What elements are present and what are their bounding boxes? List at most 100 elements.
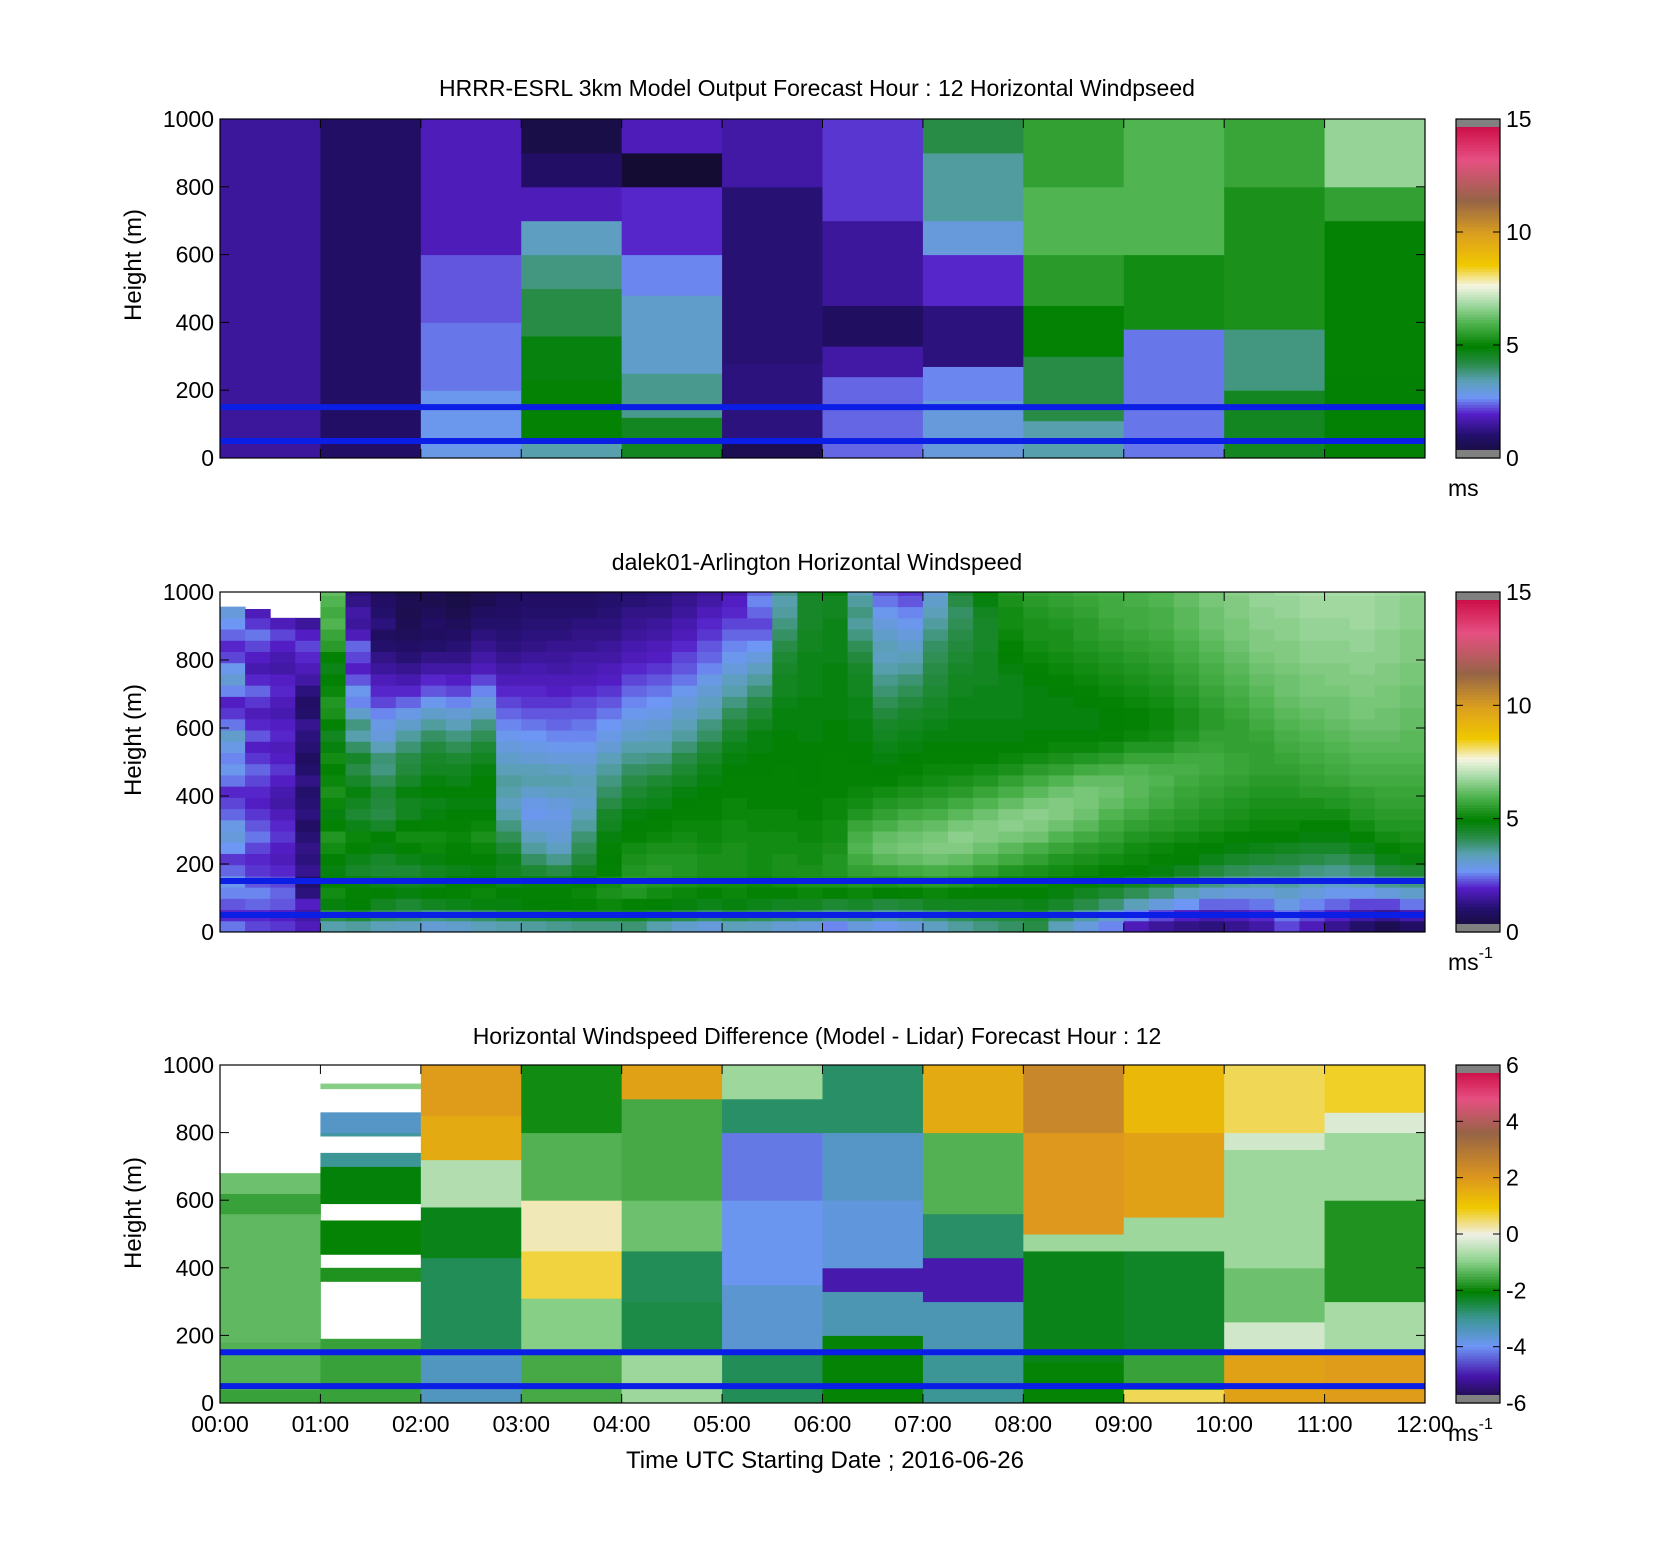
heatmap-cell xyxy=(696,898,723,911)
heatmap-cell xyxy=(445,707,472,720)
heatmap-cell xyxy=(1098,797,1125,810)
heatmap-cell xyxy=(521,651,547,664)
heatmap-cell xyxy=(1324,831,1351,843)
heatmap-cell xyxy=(1173,629,1200,641)
heatmap-cell xyxy=(245,730,271,742)
heatmap-cell xyxy=(1374,797,1401,810)
heatmap-cell xyxy=(1199,752,1225,765)
colorbar-segment xyxy=(1456,1301,1500,1306)
heatmap-cell xyxy=(521,606,547,619)
heatmap-cell xyxy=(395,617,422,630)
heatmap-cell xyxy=(521,335,623,381)
colorbar-segment xyxy=(1456,395,1500,400)
heatmap-cell xyxy=(1098,606,1125,619)
heatmap-cell xyxy=(320,741,347,753)
colorbar-segment xyxy=(1456,438,1500,442)
heatmap-cell xyxy=(220,887,246,899)
heatmap-cell xyxy=(621,831,648,843)
colorbar-segment xyxy=(1456,722,1500,726)
heatmap-cell xyxy=(897,707,924,720)
heatmap-cell xyxy=(521,718,547,731)
heatmap-cell xyxy=(973,592,999,596)
heatmap-cell xyxy=(245,629,271,641)
heatmap-cell xyxy=(270,718,296,731)
heatmap-cell xyxy=(395,595,422,608)
colorbar-tick-label: 15 xyxy=(1506,106,1532,132)
heatmap-cell xyxy=(1374,707,1401,720)
colorbar-segment xyxy=(1456,1146,1500,1151)
heatmap-cell xyxy=(370,786,397,798)
colorbar-segment xyxy=(1456,665,1500,670)
heatmap-cell xyxy=(1048,629,1075,641)
heatmap-cell xyxy=(696,763,723,776)
heatmap-cell xyxy=(320,842,347,854)
heatmap-cell xyxy=(1324,1132,1426,1201)
heatmap-cell xyxy=(1073,864,1100,877)
heatmap-cell xyxy=(998,741,1024,753)
heatmap-cell xyxy=(722,797,748,810)
heatmap-cell xyxy=(897,920,924,933)
heatmap-cell xyxy=(922,1065,1024,1134)
colorbar-segment xyxy=(1456,1363,1500,1367)
colorbar-overflow-cap xyxy=(1456,119,1500,127)
colorbar-segment xyxy=(1456,1298,1500,1303)
heatmap-cell xyxy=(571,685,598,697)
colorbar-segment xyxy=(1456,852,1500,857)
heatmap-cell xyxy=(1224,685,1250,697)
heatmap-cell xyxy=(948,617,974,630)
heatmap-cell xyxy=(1123,254,1225,330)
colorbar-segment xyxy=(1456,1155,1500,1159)
heatmap-cell xyxy=(1274,685,1300,697)
heatmap-cell xyxy=(1098,662,1125,675)
heatmap-cell xyxy=(1249,864,1275,877)
heatmap-cell xyxy=(696,696,723,709)
heatmap-cell xyxy=(1123,774,1150,787)
colorbar-segment xyxy=(1456,373,1500,377)
heatmap-cell xyxy=(1399,808,1426,821)
heatmap-cell xyxy=(722,707,748,720)
heatmap-cell xyxy=(1249,898,1275,911)
heatmap-cell xyxy=(521,640,547,652)
heatmap-cell xyxy=(370,864,397,877)
heatmap-cell xyxy=(420,819,447,832)
colorbar-segment xyxy=(1456,356,1500,360)
heatmap-cell xyxy=(1073,920,1100,933)
heatmap-cell xyxy=(245,640,271,652)
heatmap-cell xyxy=(370,651,397,664)
colorbar-segment xyxy=(1456,1349,1500,1353)
colorbar-segment xyxy=(1456,643,1500,647)
heatmap-cell xyxy=(621,1250,723,1303)
heatmap-cell xyxy=(1148,651,1175,664)
heatmap-cell xyxy=(471,842,497,854)
heatmap-cell xyxy=(1048,819,1075,832)
heatmap-cell xyxy=(320,640,347,652)
colorbar-segment xyxy=(1456,426,1500,431)
y-tick-label: 800 xyxy=(176,1120,214,1146)
colorbar-segment xyxy=(1456,409,1500,414)
colorbar-segment xyxy=(1456,719,1500,723)
heatmap-cell xyxy=(1048,673,1075,686)
heatmap-cell xyxy=(571,797,598,810)
colorbar-segment xyxy=(1456,367,1500,372)
heatmap-cell xyxy=(1224,752,1250,765)
heatmap-cell xyxy=(220,662,246,675)
heatmap-cell xyxy=(847,786,874,798)
heatmap-cell xyxy=(696,752,723,765)
heatmap-cell xyxy=(1123,1389,1225,1404)
heatmap-cell xyxy=(521,186,623,222)
heatmap-cell xyxy=(772,898,798,911)
heatmap-cell xyxy=(320,673,347,686)
heatmap-cell xyxy=(220,752,246,765)
heatmap-cell xyxy=(1173,730,1200,742)
colorbar-segment xyxy=(1456,753,1500,757)
heatmap-cell xyxy=(1098,831,1125,843)
colorbar-segment xyxy=(1456,835,1500,840)
heatmap-cell xyxy=(797,808,823,821)
heatmap-cell xyxy=(420,696,447,709)
heatmap-cell xyxy=(270,819,296,832)
heatmap-cell xyxy=(822,752,849,765)
heatmap-cell xyxy=(1299,898,1326,911)
heatmap-cell xyxy=(621,673,648,686)
heatmap-cell xyxy=(1023,763,1049,776)
heatmap-cell xyxy=(1399,752,1426,765)
